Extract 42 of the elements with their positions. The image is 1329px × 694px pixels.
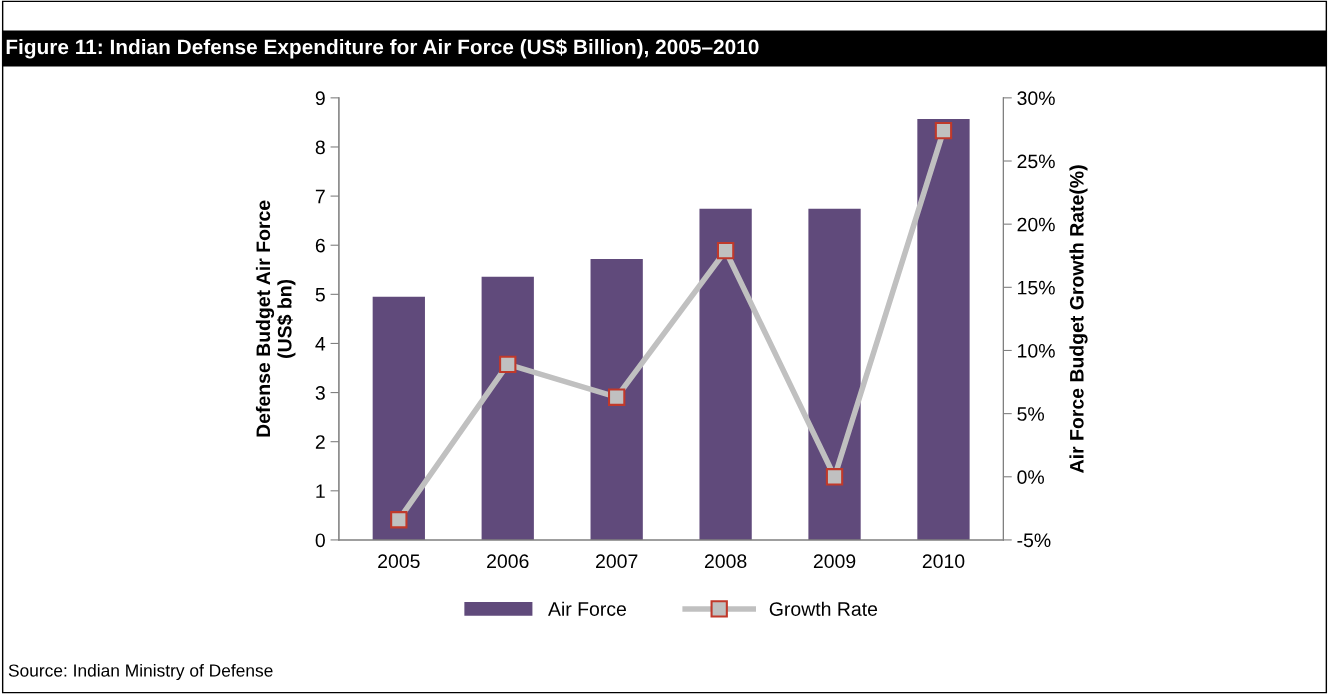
y-tick-label: 6 [315,238,325,253]
y2-tick-label: 20% [1017,217,1055,232]
x-tick-label: 2008 [704,554,747,569]
y2-axis-title: Air Force Budget Growth Rate(%) [1069,165,1088,473]
y-tick-label: 5 [315,288,325,302]
source-note: Source: Indian Ministry of Defense [8,663,273,681]
bar [917,118,970,540]
y-tick-label: 0 [315,533,325,548]
y-tick-label: 8 [315,140,325,155]
point [608,388,626,406]
point [390,511,408,529]
bar [481,276,534,540]
point [716,242,735,260]
x-tick-label: 2007 [596,554,638,569]
bar [590,258,643,540]
y2-tick-label: 10% [1018,343,1055,358]
y2-tick-label: 15% [1018,280,1055,295]
point [934,122,953,140]
legend-label: Growth Rate [769,601,878,616]
y2-tick-label: 5% [1017,407,1044,421]
point [499,355,517,374]
y-axis-title: Defense Budget Air Force (US$ bn) [255,200,296,437]
y2-tick-label: 30% [1017,91,1055,106]
y-tick-label: 4 [315,337,326,351]
bar [699,208,752,540]
y-tick-label: 1 [316,484,325,498]
point [825,468,844,486]
bar [808,208,861,540]
x-tick-label: 2005 [378,554,420,569]
y2-tick-label: 0% [1017,470,1044,485]
y-tick-label: 9 [315,91,325,106]
legend-label: Air Force [548,601,626,616]
y2-tick-label: 25% [1017,154,1055,169]
bar [372,296,425,540]
y-tick-label: 2 [315,435,325,449]
x-tick-label: 2009 [813,554,856,569]
y-tick-label: 3 [315,386,325,400]
y-tick-label: 7 [315,189,325,204]
x-tick-label: 2006 [487,554,529,569]
y2-tick-label: -5% [1017,533,1051,548]
x-tick-label: 2010 [922,554,965,569]
chart-title: Figure 11: Indian Defense Expenditure for Air Force (US$ Billion), 2005–2010 [6,38,759,59]
